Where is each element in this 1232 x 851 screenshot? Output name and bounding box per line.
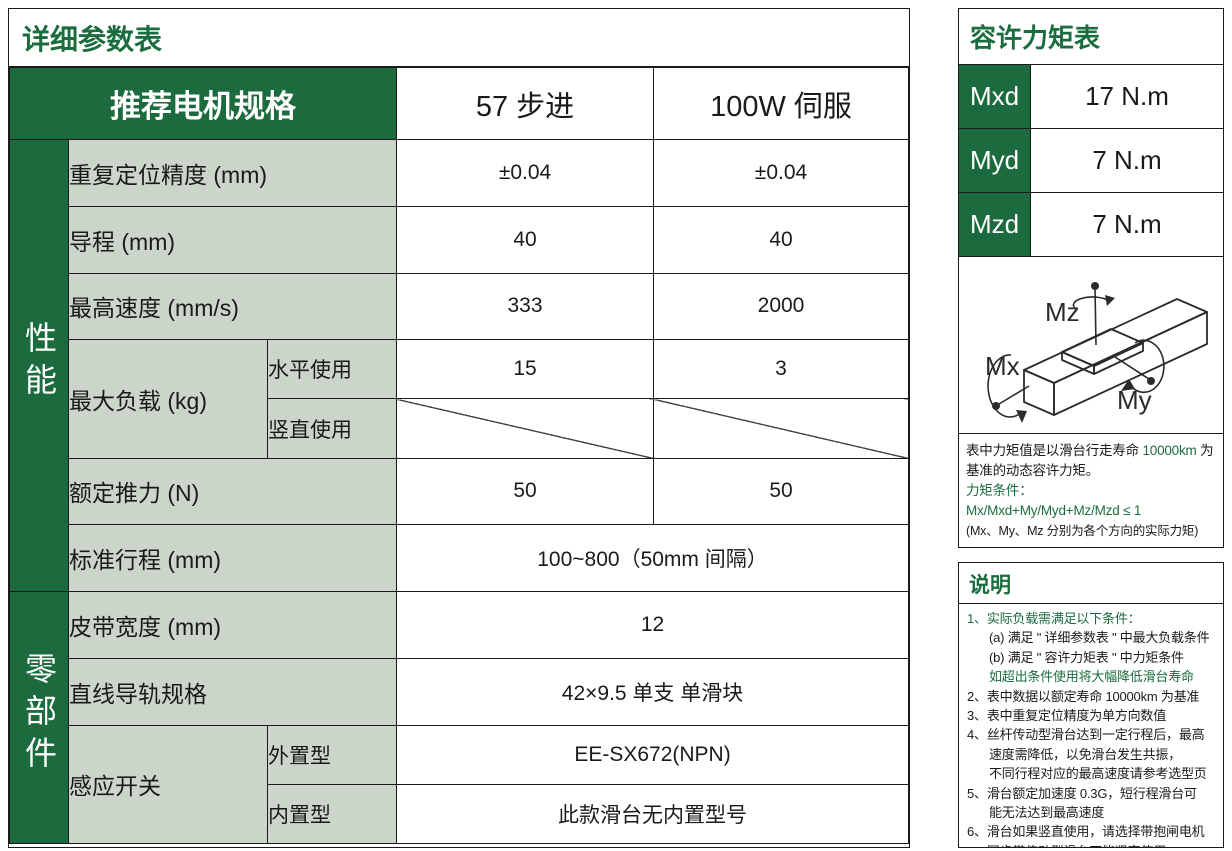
torque-condition-explain: (Mx、My、Mz 分别为各个方向的实际力矩) — [966, 524, 1199, 538]
row-max-speed-label: 最高速度 (mm/s) — [67, 272, 398, 341]
torque-panel: 容许力矩表 Mxd 17 N.m Myd 7 N.m Mzd 7 N.m — [958, 8, 1224, 548]
spec-table: 详细参数表 推荐电机规格 57 步进 100W 伺服 性能 重复定位精度 (mm… — [8, 8, 910, 848]
repeat-accuracy-stepper-value: ±0.04 — [396, 139, 655, 207]
torque-row-myd: Myd 7 N.m — [959, 129, 1223, 193]
note-line: 5、滑台额定加速度 0.3G，短行程滑台可 — [967, 785, 1197, 801]
torque-basis-note: 表中力矩值是以滑台行走寿命 10000km 为基准的动态容许力矩。 — [966, 441, 1216, 481]
note-line: 6、滑台如果竖直使用，请选择带抱闸电机 — [967, 824, 1205, 840]
myd-value: 7 N.m — [1092, 145, 1162, 175]
standard-stroke-value: 100~800（50mm 间隔） — [396, 524, 909, 593]
mzd-label: Mzd — [959, 193, 1031, 256]
note-line: 能无法达到最高速度 — [989, 805, 1105, 821]
note-line: 不同行程对应的最高速度请参考选型页 — [989, 766, 1207, 782]
torque-condition-formula: Mx/Mxd+My/Myd+Mz/Mzd ≤ 1 — [966, 503, 1142, 518]
max-load-vertical-servo-na-diagonal — [653, 398, 909, 459]
sensor-external-value: EE-SX672(NPN) — [396, 724, 909, 785]
note-line: (b) 满足 " 容许力矩表 " 中力矩条件 — [989, 649, 1184, 665]
torque-basis-pre: 表中力矩值是以滑台行走寿命 — [966, 443, 1143, 458]
repeat-accuracy-servo-value: ±0.04 — [653, 139, 909, 207]
torque-table-title: 容许力矩表 — [959, 9, 1223, 65]
torque-condition-title: 力矩条件： — [966, 483, 1033, 498]
max-speed-servo-value: 2000 — [653, 272, 909, 341]
my-axis-dot — [1147, 377, 1155, 385]
note-line: 3、表中重复定位精度为单方向数值 — [967, 708, 1167, 724]
rated-thrust-servo-value: 50 — [653, 457, 909, 526]
torque-row-mxd: Mxd 17 N.m — [959, 65, 1223, 129]
max-speed-stepper-value: 333 — [396, 272, 655, 341]
row-repeat-accuracy-label: 重复定位精度 (mm) — [67, 139, 398, 207]
group-performance-label: 性能 — [9, 138, 69, 593]
torque-basis-post: 为基准的动态容许力矩。 — [966, 443, 1214, 478]
servo-column-header: 100W 伺服 — [653, 67, 909, 140]
note-line: 2、表中数据以额定寿命 10000km 为基准 — [967, 688, 1200, 704]
row-rated-thrust-label: 额定推力 (N) — [67, 457, 398, 526]
row-linear-rail-label: 直线导轨规格 — [67, 657, 398, 726]
lead-stepper-value: 40 — [396, 205, 655, 274]
stepper-column-header: 57 步进 — [396, 67, 655, 140]
note-line: 速度需降低，以免滑台发生共振， — [989, 746, 1182, 762]
sensor-internal-label: 内置型 — [266, 783, 398, 845]
rated-thrust-stepper-value: 50 — [396, 457, 655, 526]
mxd-value: 17 N.m — [1085, 81, 1169, 111]
linear-rail-value: 42×9.5 单支 单滑块 — [396, 657, 909, 726]
row-belt-width-label: 皮带宽度 (mm) — [67, 591, 398, 659]
motor-spec-header: 推荐电机规格 — [8, 67, 398, 140]
mx-rotation-arrowhead — [1016, 410, 1027, 423]
max-load-vertical-stepper-na-diagonal — [396, 398, 655, 459]
row-lead-label: 导程 (mm) — [67, 205, 398, 274]
torque-axes-diagram: Mz Mx My — [959, 257, 1223, 433]
lead-servo-value: 40 — [653, 205, 909, 274]
mz-axis-label: Mz — [1045, 297, 1080, 327]
max-load-horizontal-stepper-value: 15 — [396, 339, 655, 400]
sensor-external-label: 外置型 — [266, 724, 398, 785]
right-panel: 容许力矩表 Mxd 17 N.m Myd 7 N.m Mzd 7 N.m — [958, 8, 1224, 848]
max-load-horizontal-label: 水平使用 — [266, 339, 398, 400]
myd-label: Myd — [959, 129, 1031, 192]
torque-basis-highlight: 10000km — [1142, 443, 1197, 458]
mxd-label: Mxd — [959, 65, 1031, 128]
torque-row-mzd: Mzd 7 N.m — [959, 193, 1223, 257]
note-line: 如超出条件使用将大幅降低滑台寿命 — [989, 669, 1194, 685]
spec-table-grid: 推荐电机规格 57 步进 100W 伺服 性能 重复定位精度 (mm) ±0.0… — [8, 67, 909, 845]
note-line: 7、同步带传动型滑台不能竖直使用 — [967, 842, 1219, 847]
spec-table-title: 详细参数表 — [9, 9, 909, 67]
note-line: 1、实际负载需满足以下条件： — [967, 611, 1141, 626]
notes-list: 1、实际负载需满足以下条件： (a) 满足 " 详细参数表 " 中最大负载条件 … — [959, 604, 1223, 847]
sensor-internal-value: 此款滑台无内置型号 — [396, 783, 909, 845]
row-sensor-switch-label: 感应开关 — [68, 724, 268, 845]
max-load-horizontal-servo-value: 3 — [653, 339, 909, 400]
slide-rail-isometric-drawing: Mz Mx My — [985, 282, 1208, 423]
max-load-vertical-label: 竖直使用 — [266, 398, 398, 459]
mzd-value: 7 N.m — [1092, 209, 1162, 239]
row-standard-stroke-label: 标准行程 (mm) — [67, 524, 398, 593]
row-max-load-label: 最大负载 (kg) — [68, 339, 268, 459]
notes-panel: 说明 1、实际负载需满足以下条件： (a) 满足 " 详细参数表 " 中最大负载… — [958, 562, 1224, 848]
my-axis-label: My — [1117, 385, 1152, 415]
group-parts-label: 零部件 — [9, 591, 69, 844]
my-rotation-arrowhead — [1121, 379, 1135, 391]
note-line: 4、丝杆传动型滑台达到一定行程后，最高 — [967, 727, 1205, 743]
mx-axis-dot — [992, 402, 1000, 410]
torque-note: 表中力矩值是以滑台行走寿命 10000km 为基准的动态容许力矩。 力矩条件： … — [959, 433, 1223, 547]
note-line: (a) 满足 " 详细参数表 " 中最大负载条件 — [989, 630, 1210, 646]
mz-rotation-arrowhead — [1105, 295, 1115, 306]
notes-title: 说明 — [959, 563, 1223, 604]
belt-width-value: 12 — [396, 591, 909, 659]
mx-axis-label: Mx — [985, 351, 1020, 381]
mz-axis-dot — [1091, 282, 1099, 290]
